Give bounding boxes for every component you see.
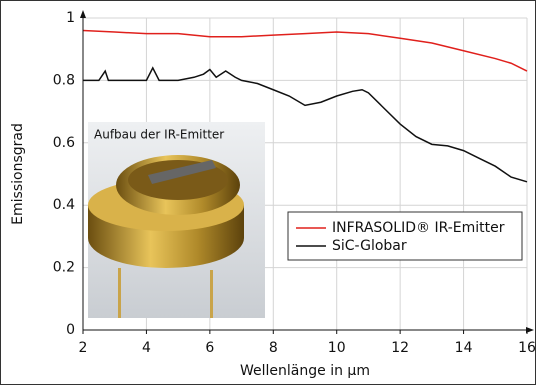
y-axis-label: Emissionsgrad [10, 123, 26, 225]
x-axis-label: Wellenlänge in µm [240, 363, 370, 379]
x-tick-label: 8 [269, 340, 278, 356]
x-tick-label: 16 [518, 340, 536, 356]
legend-label: INFRASOLID® IR-Emitter [332, 220, 505, 236]
pin [118, 268, 121, 318]
y-tick-label: 1 [66, 10, 75, 26]
inset: Aufbau der IR-Emitter [88, 122, 265, 318]
line-series [83, 30, 527, 71]
legend-label: SiC-Globar [332, 238, 407, 254]
y-tick-label: 0.8 [53, 72, 75, 88]
chart: Aufbau der IR-Emitter INFRASOLID® IR-Emi… [0, 0, 536, 385]
y-tick-label: 0 [66, 322, 75, 338]
legend: INFRASOLID® IR-Emitter SiC-Globar [288, 212, 522, 260]
x-tick-label: 14 [455, 340, 473, 356]
y-tick-label: 0.4 [53, 197, 75, 213]
y-arrow [80, 10, 86, 18]
inset-title: Aufbau der IR-Emitter [94, 128, 224, 142]
x-tick-label: 4 [142, 340, 151, 356]
y-tick-label: 0.2 [53, 260, 75, 276]
x-tick-label: 6 [205, 340, 214, 356]
pin [210, 270, 213, 318]
page: {"chart_data": {"type": "line", "x_label… [0, 0, 536, 385]
x-tick-label: 2 [79, 340, 88, 356]
x-tick-label: 12 [391, 340, 409, 356]
frame [1, 1, 536, 385]
x-tick-label: 10 [328, 340, 346, 356]
y-tick-label: 0.6 [53, 135, 75, 151]
